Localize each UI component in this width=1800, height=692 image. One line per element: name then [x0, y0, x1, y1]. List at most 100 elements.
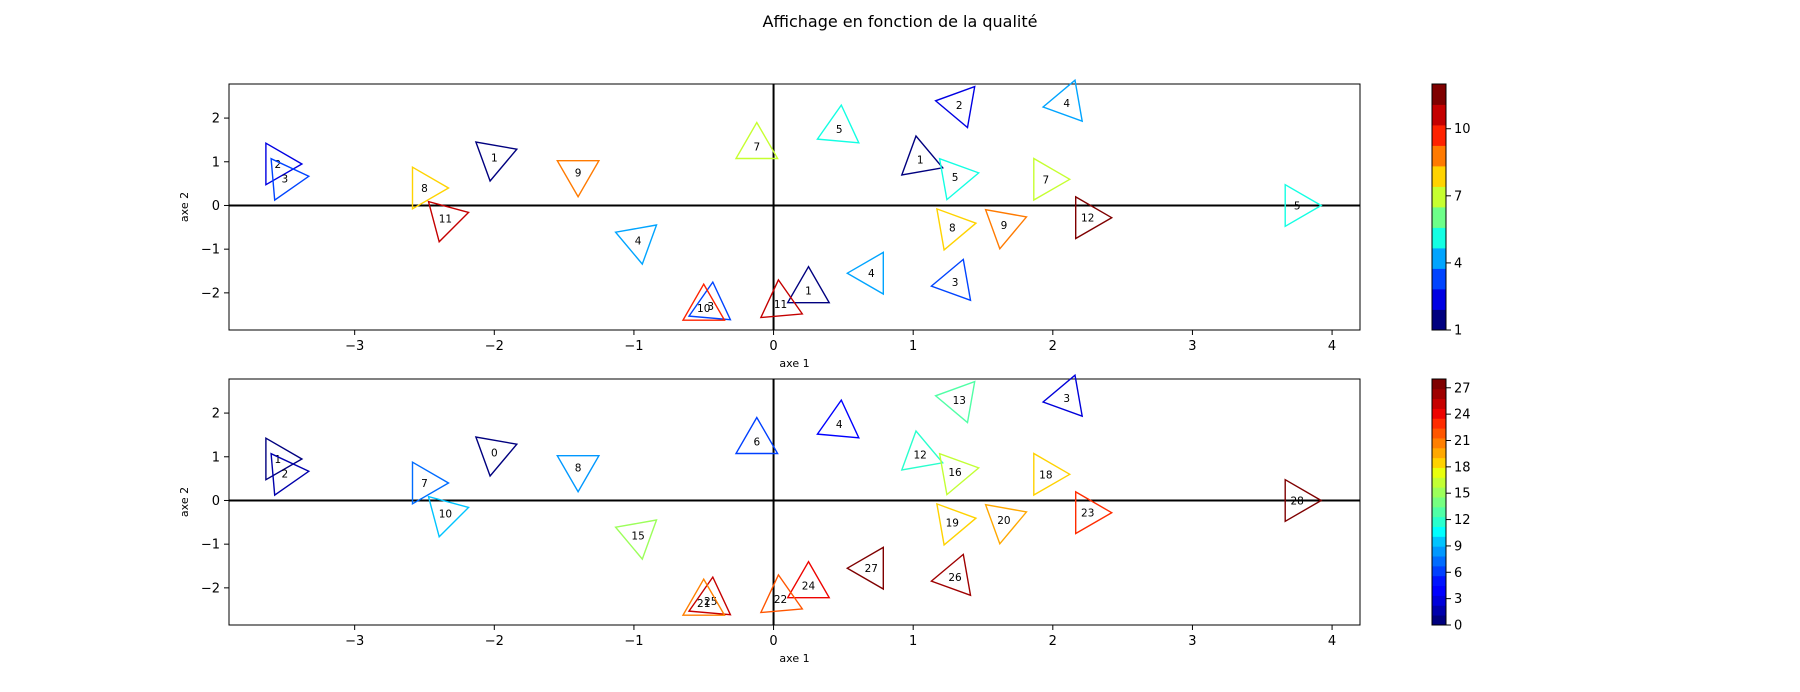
bottom-colorbar-frame	[1431, 378, 1447, 626]
top-xtick-label: −3	[345, 339, 364, 354]
bottom-point-label: 4	[836, 419, 843, 431]
bottom-point-label: 3	[1063, 393, 1070, 405]
top-point-marker	[930, 258, 972, 302]
top-point-label: 7	[753, 141, 760, 153]
top-point-label: 11	[439, 214, 452, 226]
bottom-point-label: 0	[491, 447, 498, 459]
top-colorbar-frame	[1431, 83, 1447, 331]
bottom-colorbar-segment	[1432, 497, 1446, 508]
top-xtick-label: −2	[485, 339, 504, 354]
bottom-ytick-label: 1	[212, 450, 220, 465]
bottom-point-marker	[734, 416, 779, 455]
bottom-point-label: 25	[704, 596, 717, 608]
top-colorbar-segment	[1432, 166, 1446, 187]
bottom-point-marker	[938, 452, 981, 496]
top-point-label: 2	[275, 159, 282, 171]
top-point-marker	[816, 103, 860, 144]
bottom-colorbar-segment	[1432, 398, 1446, 409]
bottom-ytick-label: 0	[212, 494, 220, 509]
bottom-point-label: 20	[997, 515, 1010, 527]
top-colorbar-tick-label: 4	[1454, 256, 1462, 271]
bottom-xtick-label: 0	[769, 634, 777, 649]
top-point-marker	[1033, 157, 1072, 202]
bottom-colorbar-segment	[1432, 575, 1446, 587]
bottom-ylabel: axe 2	[178, 487, 191, 517]
bottom-point-label: 2	[282, 468, 289, 480]
top-point-label: 3	[707, 301, 714, 313]
top-ytick-label: −1	[201, 243, 220, 258]
bottom-point-label: 13	[953, 395, 966, 407]
top-point-label: 4	[868, 268, 875, 280]
bottom-colorbar-tick-label: 6	[1454, 566, 1462, 581]
bottom-colorbar-tick-label: 3	[1454, 592, 1462, 607]
bottom-colorbar-tick-label: 24	[1454, 408, 1471, 423]
bottom-colorbar-tick-label: 0	[1454, 619, 1462, 634]
top-point-label: 4	[1063, 98, 1070, 110]
bottom-point-label: 21	[697, 598, 710, 610]
top-point-marker	[474, 141, 519, 183]
top-point-marker	[759, 278, 804, 319]
top-point-label: 9	[575, 168, 582, 180]
bottom-ytick-label: −1	[201, 538, 220, 553]
top-point-marker	[786, 265, 831, 304]
top-point-marker	[556, 159, 601, 199]
bottom-point-marker	[1074, 490, 1114, 535]
top-colorbar-segment	[1432, 227, 1446, 249]
top-point-label: 2	[956, 100, 963, 112]
bottom-point-label: 12	[913, 450, 926, 462]
top-point-marker	[270, 157, 311, 202]
top-point-label: 1	[805, 286, 812, 298]
bottom-colorbar-segment	[1432, 447, 1446, 459]
top-colorbar-segment	[1432, 145, 1446, 167]
bottom-colorbar-segment	[1432, 428, 1446, 439]
bottom-xtick-label: −2	[485, 634, 504, 649]
bottom-point-label: 26	[948, 572, 962, 584]
bottom-point-label: 18	[1039, 469, 1052, 481]
bottom-point-label: 22	[774, 594, 787, 606]
bottom-point-marker	[265, 436, 304, 481]
bottom-xlabel: axe 1	[779, 652, 809, 665]
top-point-label: 1	[491, 152, 498, 164]
bottom-colorbar-segment	[1432, 536, 1446, 547]
top-ytick-label: 2	[212, 112, 220, 127]
bottom-colorbar-tick-label: 18	[1454, 460, 1471, 475]
bottom-point-marker	[1284, 478, 1323, 523]
bottom-ytick-label: 2	[212, 407, 220, 422]
top-point-marker	[984, 208, 1028, 251]
top-xlabel: axe 1	[779, 357, 809, 370]
bottom-point-marker	[270, 452, 311, 497]
top-axes-frame	[228, 83, 1361, 331]
top-colorbar-segment	[1432, 248, 1446, 269]
bottom-colorbar-segment	[1432, 388, 1446, 400]
top-colorbar-segment	[1432, 84, 1446, 105]
bottom-colorbar-segment	[1432, 379, 1446, 390]
bottom-point-label: 6	[753, 436, 760, 448]
top-point-marker	[1284, 183, 1323, 228]
bottom-point-marker	[816, 398, 860, 439]
bottom-xtick-label: 1	[909, 634, 917, 649]
top-point-marker	[936, 207, 978, 252]
top-point-label: 7	[1042, 174, 1049, 186]
bottom-colorbar-tick-label: 12	[1454, 513, 1471, 528]
bottom-colorbar-segment	[1432, 595, 1446, 606]
bottom-point-label: 28	[1290, 495, 1303, 507]
top-point-marker	[938, 157, 981, 201]
bottom-point-label: 19	[946, 517, 959, 529]
top-point-label: 9	[1001, 220, 1008, 232]
bottom-point-label: 1	[275, 454, 282, 466]
bottom-point-marker	[427, 495, 470, 539]
top-point-label: 1	[917, 155, 924, 167]
bottom-point-marker	[614, 519, 658, 561]
top-point-marker	[934, 85, 976, 129]
bottom-point-marker	[845, 546, 884, 591]
bottom-point-marker	[411, 460, 450, 506]
bottom-colorbar-segment	[1432, 457, 1446, 468]
top-xtick-label: 2	[1049, 339, 1057, 354]
bottom-point-marker	[930, 553, 972, 597]
top-point-marker	[265, 141, 304, 186]
bottom-xtick-label: 2	[1049, 634, 1057, 649]
bottom-point-label: 7	[421, 478, 428, 490]
bottom-colorbar-segment	[1432, 615, 1446, 626]
top-colorbar-segment	[1432, 125, 1446, 146]
bottom-colorbar-segment	[1432, 605, 1446, 616]
